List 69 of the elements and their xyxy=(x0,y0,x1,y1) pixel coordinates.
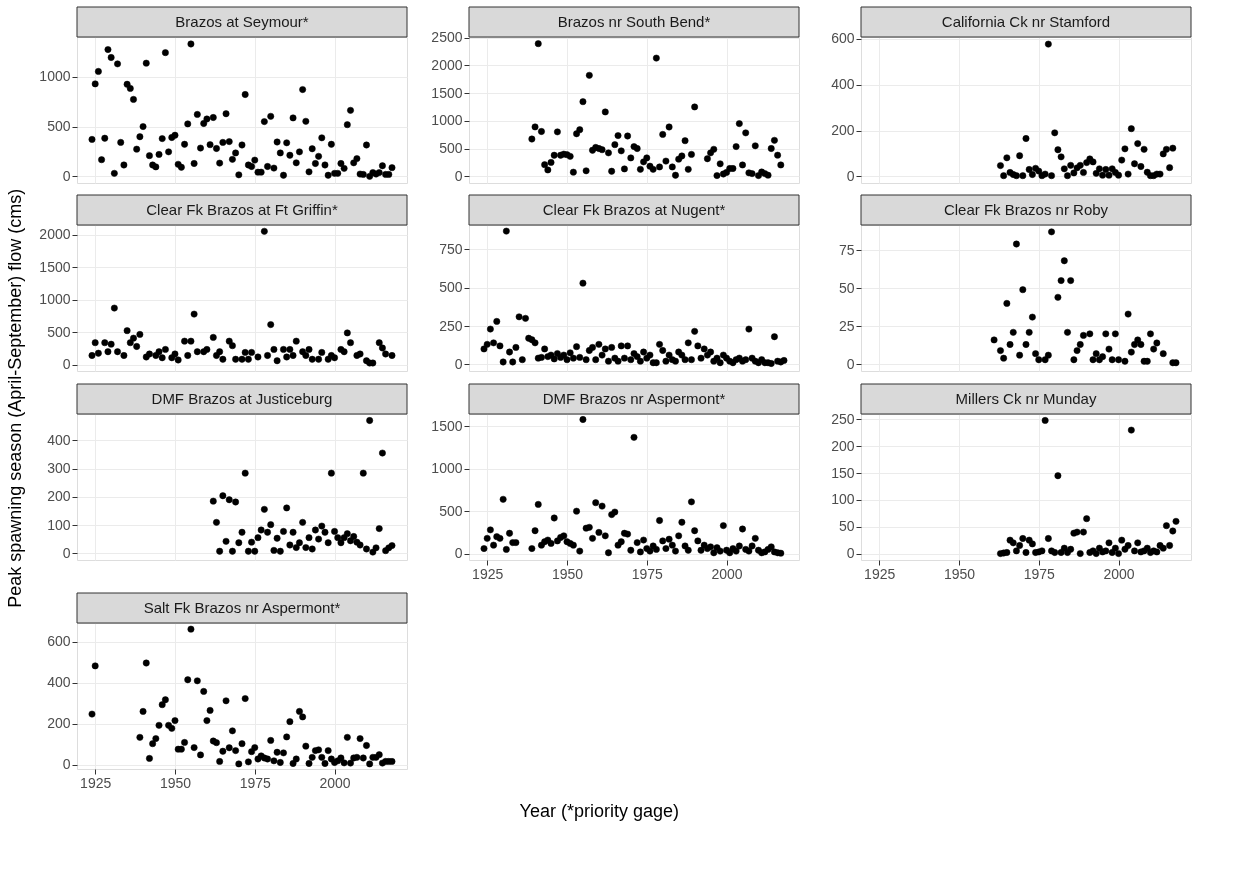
y-tick-label: 2500 xyxy=(431,29,463,46)
y-tick-label: 0 xyxy=(454,545,463,562)
y-tick-label: 400 xyxy=(831,76,855,93)
y-tick-label: 500 xyxy=(439,279,463,296)
chart-title: Clear Fk Brazos at Nugent* xyxy=(542,201,726,218)
x-tick-label: 1925 xyxy=(864,565,896,582)
y-tick-label: 600 xyxy=(831,30,855,47)
y-tick-label: 500 xyxy=(47,118,71,135)
y-tick-label: 250 xyxy=(831,410,855,427)
y-tick-label: 600 xyxy=(47,633,71,650)
y-tick-label: 1000 xyxy=(431,460,463,477)
y-tick-label: 0 xyxy=(454,167,463,184)
y-tick-label: 75 xyxy=(838,241,855,258)
y-tick-label: 25 xyxy=(838,317,855,334)
y-tick-label: 200 xyxy=(47,715,71,732)
chart-title: Brazos nr South Bend* xyxy=(557,13,711,30)
x-tick-label: 2000 xyxy=(1103,565,1135,582)
y-tick-label: 0 xyxy=(454,355,463,372)
y-tick-label: 400 xyxy=(47,674,71,691)
chart-title: Salt Fk Brazos nr Aspermont* xyxy=(143,599,341,616)
y-tick-label: 1500 xyxy=(431,84,463,101)
y-tick-label: 500 xyxy=(439,140,463,157)
y-tick-label: 1500 xyxy=(431,417,463,434)
y-tick-label: 100 xyxy=(831,491,855,508)
y-tick-label: 2000 xyxy=(431,56,463,73)
y-tick-label: 500 xyxy=(439,502,463,519)
chart-title: Clear Fk Brazos at Ft Griffin* xyxy=(146,201,338,218)
y-tick-label: 2000 xyxy=(39,226,71,243)
x-axis-title: Year (*priority gage) xyxy=(519,800,679,821)
y-tick-label: 50 xyxy=(838,279,855,296)
x-tick-label: 1975 xyxy=(1023,565,1056,582)
y-tick-label: 1000 xyxy=(39,68,71,85)
y-tick-label: 500 xyxy=(47,323,71,340)
x-tick-label: 1950 xyxy=(159,774,192,791)
chart-title: Millers Ck nr Munday xyxy=(955,390,1097,407)
y-axis-title: Peak spawning season (April-September) flow (cms) xyxy=(4,188,25,608)
x-tick-label: 1925 xyxy=(472,565,504,582)
x-tick-label: 1950 xyxy=(551,565,584,582)
x-tick-label: 1975 xyxy=(239,774,272,791)
y-tick-label: 750 xyxy=(439,240,463,257)
chart-title: Brazos at Seymour* xyxy=(175,13,309,30)
y-tick-label: 100 xyxy=(47,516,71,533)
y-tick-label: 200 xyxy=(831,122,855,139)
y-tick-label: 200 xyxy=(831,437,855,454)
y-tick-label: 0 xyxy=(846,355,855,372)
y-tick-label: 200 xyxy=(47,488,71,505)
x-tick-label: 1950 xyxy=(943,565,976,582)
x-tick-label: 1975 xyxy=(631,565,664,582)
y-tick-label: 1000 xyxy=(431,112,463,129)
y-tick-label: 0 xyxy=(846,545,855,562)
y-tick-label: 0 xyxy=(846,167,855,184)
y-tick-label: 0 xyxy=(62,756,71,773)
chart-title: Clear Fk Brazos nr Roby xyxy=(943,201,1109,218)
y-tick-label: 0 xyxy=(62,356,71,373)
y-tick-label: 0 xyxy=(62,544,71,561)
chart-title: DMF Brazos at Justiceburg xyxy=(151,390,333,407)
x-tick-label: 1925 xyxy=(80,774,112,791)
y-tick-label: 150 xyxy=(831,464,855,481)
chart-title: California Ck nr Stamford xyxy=(941,13,1111,30)
y-tick-label: 250 xyxy=(439,317,463,334)
y-tick-label: 1500 xyxy=(39,258,71,275)
y-tick-label: 400 xyxy=(47,431,71,448)
x-tick-label: 2000 xyxy=(711,565,743,582)
y-tick-label: 300 xyxy=(47,460,71,477)
y-tick-label: 1000 xyxy=(39,291,71,308)
chart-title: DMF Brazos nr Aspermont* xyxy=(542,390,726,407)
y-tick-label: 0 xyxy=(62,167,71,184)
x-tick-label: 2000 xyxy=(319,774,351,791)
y-tick-label: 50 xyxy=(838,518,855,535)
